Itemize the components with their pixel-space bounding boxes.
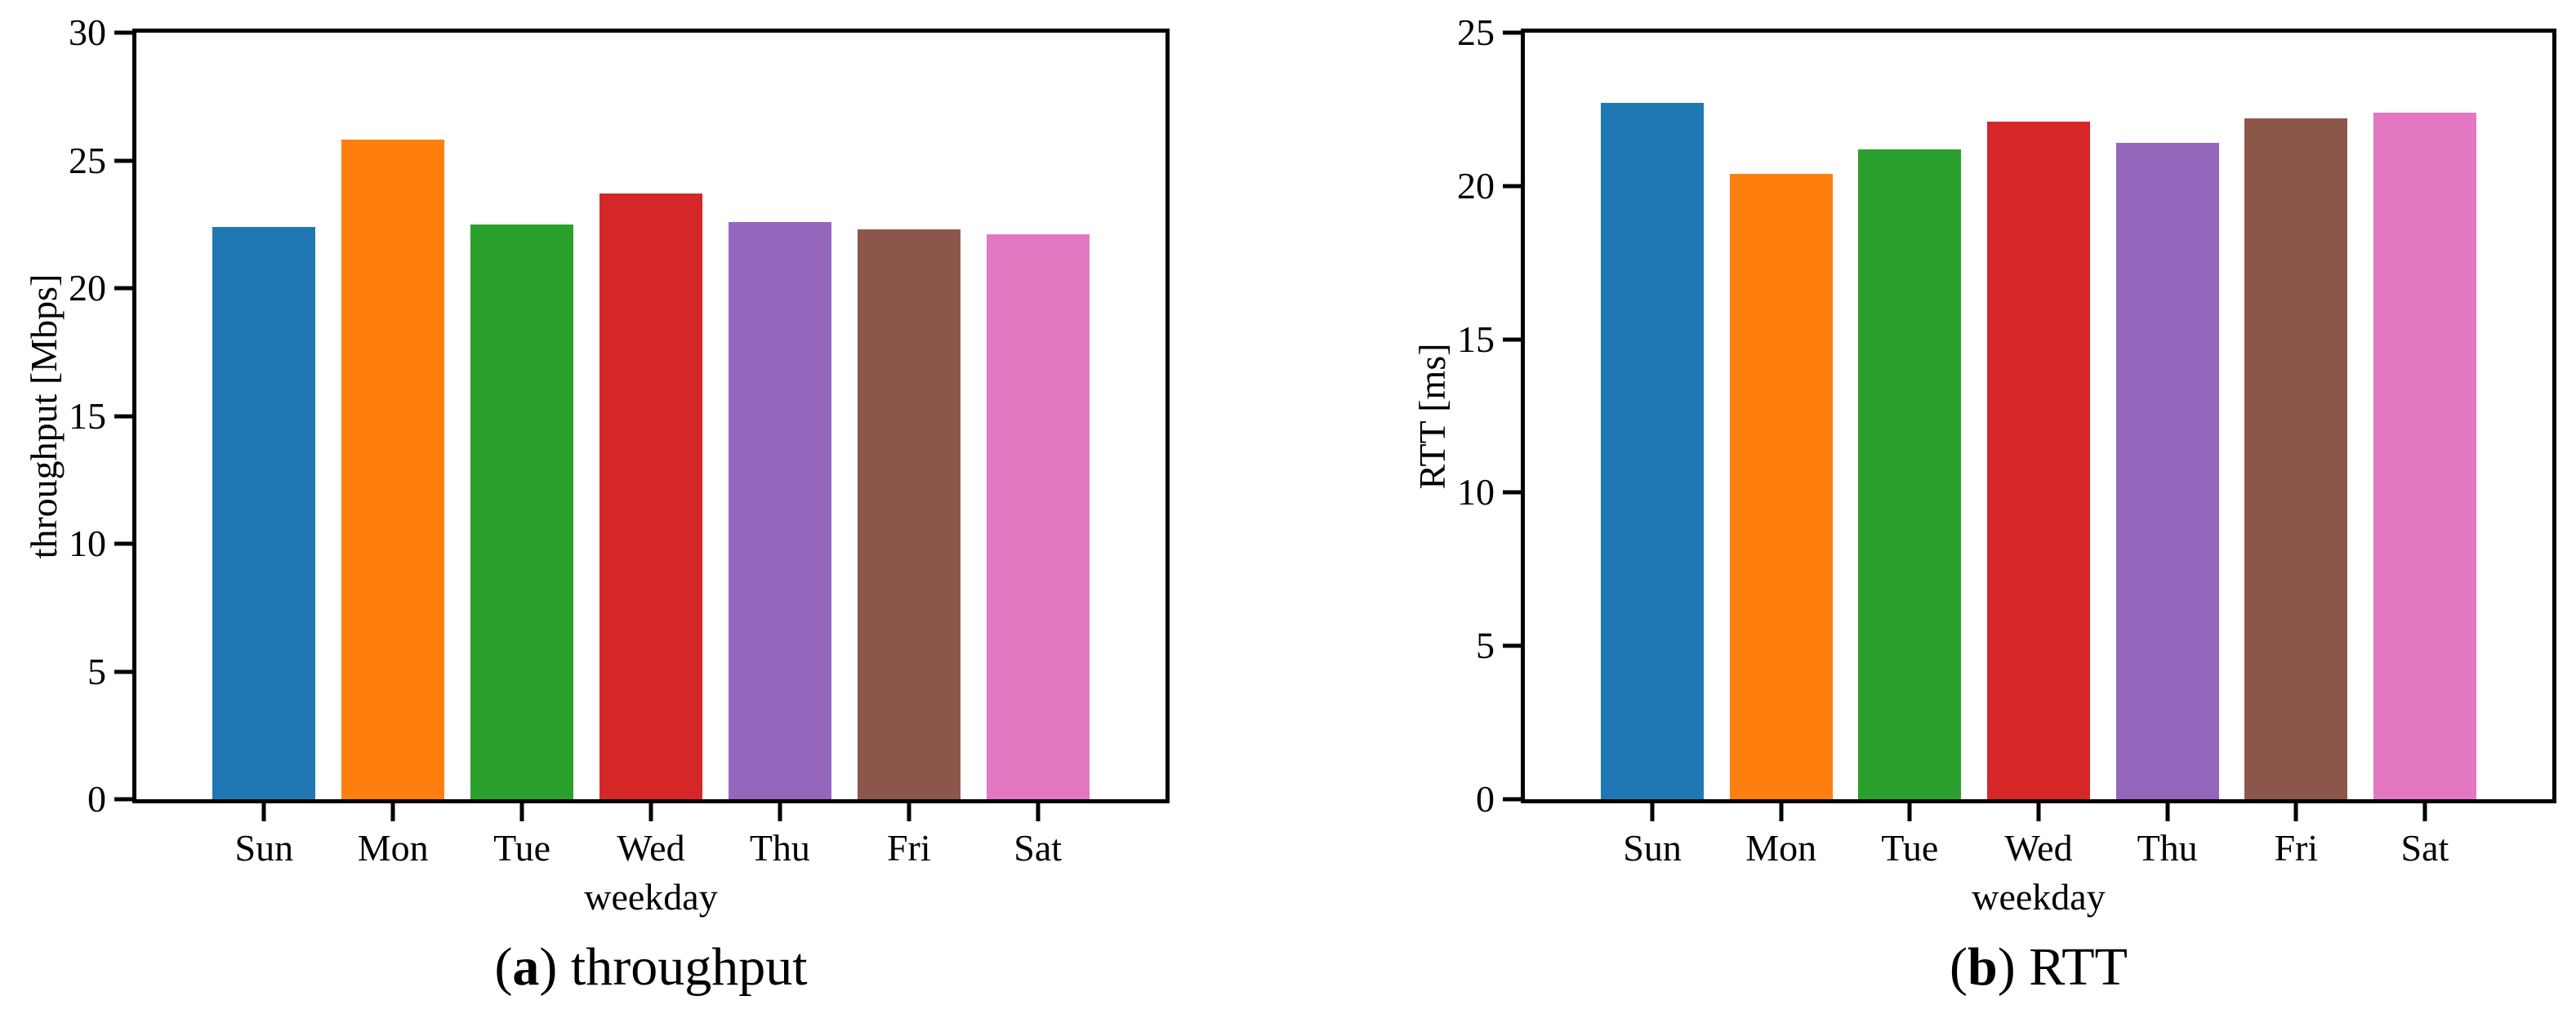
ticks-layer: 0 5 10 15 20 25 Sun Mon Tue Wed Thu Fri Sat bbox=[1457, 14, 2556, 867]
x-tick-label: Wed bbox=[617, 827, 685, 869]
x-tick-label: Sat bbox=[1014, 827, 1063, 869]
x-axis-label: weekday bbox=[584, 876, 718, 918]
x-tick-label: Wed bbox=[2004, 827, 2073, 869]
y-tick-label: 25 bbox=[69, 139, 106, 181]
x-tick-label: Mon bbox=[357, 827, 429, 869]
y-tick-mark bbox=[114, 414, 132, 418]
x-tick-mark bbox=[1036, 803, 1041, 821]
x-tick-label: Fri bbox=[886, 827, 931, 869]
bar-mon bbox=[1729, 173, 1833, 799]
y-tick-mark bbox=[1503, 490, 1521, 495]
y-tick-label: 5 bbox=[87, 650, 106, 692]
x-tick-mark bbox=[2036, 803, 2041, 821]
bar-wed bbox=[1986, 121, 2091, 799]
y-tick-label: 5 bbox=[1476, 625, 1495, 667]
bars-layer bbox=[132, 29, 1170, 803]
chart-rtt: 0 5 10 15 20 25 Sun Mon Tue Wed Thu Fri Sat RTT [ms]… bbox=[1411, 14, 2556, 994]
subfigure-caption: (b) RTT bbox=[1950, 940, 2128, 994]
ticks-layer: 0 5 10 15 20 25 30 Sun Mon Tue Wed Thu Fri Sat bbox=[69, 14, 1170, 867]
x-tick-label: Sat bbox=[2400, 827, 2449, 869]
caption-letter: a bbox=[512, 937, 540, 997]
y-tick-label: 0 bbox=[87, 778, 106, 820]
x-axis-label: weekday bbox=[1972, 876, 2106, 918]
bar-thu bbox=[728, 221, 832, 799]
chart-throughput: 0 5 10 15 20 25 30 Sun Mon Tue Wed Thu Fri Sat throug… bbox=[23, 14, 1170, 994]
x-tick-label: Thu bbox=[2137, 827, 2198, 869]
x-tick-label: Tue bbox=[493, 827, 551, 869]
bar-thu bbox=[2115, 143, 2219, 799]
y-tick-mark bbox=[1503, 643, 1521, 648]
y-tick-label: 30 bbox=[69, 11, 106, 53]
caption-letter: b bbox=[1968, 937, 1998, 997]
y-tick-label: 0 bbox=[1476, 778, 1495, 820]
y-tick-label: 15 bbox=[1457, 318, 1495, 360]
subfigure-caption: (a) throughput bbox=[494, 940, 807, 994]
bars-layer bbox=[1521, 29, 2556, 803]
bar-sun bbox=[212, 226, 316, 799]
caption-label: RTT bbox=[2029, 937, 2128, 997]
caption-paren-open: ( bbox=[1950, 937, 1968, 997]
caption-paren-close: ) bbox=[1997, 937, 2016, 997]
y-axis-label: throughput [Mbps] bbox=[23, 273, 65, 558]
x-tick-mark bbox=[1907, 803, 1912, 821]
y-tick-mark bbox=[1503, 337, 1521, 342]
x-tick-label: Sun bbox=[1623, 827, 1682, 869]
y-tick-mark bbox=[114, 669, 132, 674]
bar-fri bbox=[2244, 118, 2348, 799]
x-tick-mark bbox=[2422, 803, 2427, 821]
caption-paren-open: ( bbox=[494, 937, 513, 997]
x-tick-mark bbox=[2165, 803, 2170, 821]
bar-tue bbox=[470, 224, 574, 799]
bar-sat bbox=[986, 234, 1090, 799]
x-tick-label: Mon bbox=[1745, 827, 1817, 869]
y-tick-label: 10 bbox=[1457, 471, 1495, 514]
y-tick-mark bbox=[114, 797, 132, 802]
y-tick-label: 20 bbox=[1457, 164, 1495, 207]
y-tick-mark bbox=[114, 286, 132, 291]
bar-mon bbox=[341, 140, 445, 799]
x-tick-mark bbox=[2293, 803, 2298, 821]
caption-paren-close: ) bbox=[539, 937, 558, 997]
bar-wed bbox=[599, 193, 703, 799]
y-tick-mark bbox=[1503, 797, 1521, 802]
x-tick-mark bbox=[390, 803, 395, 821]
y-tick-label: 25 bbox=[1457, 11, 1495, 53]
caption-label: throughput bbox=[570, 937, 808, 997]
x-tick-label: Sun bbox=[234, 827, 294, 869]
bar-sat bbox=[2373, 112, 2476, 799]
bar-sun bbox=[1601, 103, 1705, 799]
x-tick-label: Thu bbox=[749, 827, 810, 869]
y-tick-label: 10 bbox=[69, 522, 106, 564]
bar-tue bbox=[1858, 149, 1962, 799]
y-tick-mark bbox=[114, 541, 132, 546]
x-tick-mark bbox=[1779, 803, 1784, 821]
y-tick-mark bbox=[114, 158, 132, 162]
y-tick-mark bbox=[114, 30, 132, 35]
x-tick-mark bbox=[778, 803, 782, 821]
y-axis-label: RTT [ms] bbox=[1411, 342, 1453, 490]
y-tick-label: 20 bbox=[69, 267, 106, 309]
x-tick-label: Fri bbox=[2274, 827, 2319, 869]
x-tick-mark bbox=[519, 803, 524, 821]
x-tick-label: Tue bbox=[1881, 827, 1939, 869]
bar-fri bbox=[857, 229, 960, 799]
x-tick-mark bbox=[261, 803, 266, 821]
x-tick-mark bbox=[648, 803, 653, 821]
x-tick-mark bbox=[1650, 803, 1655, 821]
y-tick-mark bbox=[1503, 30, 1521, 35]
y-tick-mark bbox=[1503, 184, 1521, 189]
y-tick-label: 15 bbox=[69, 394, 106, 437]
x-tick-mark bbox=[907, 803, 911, 821]
